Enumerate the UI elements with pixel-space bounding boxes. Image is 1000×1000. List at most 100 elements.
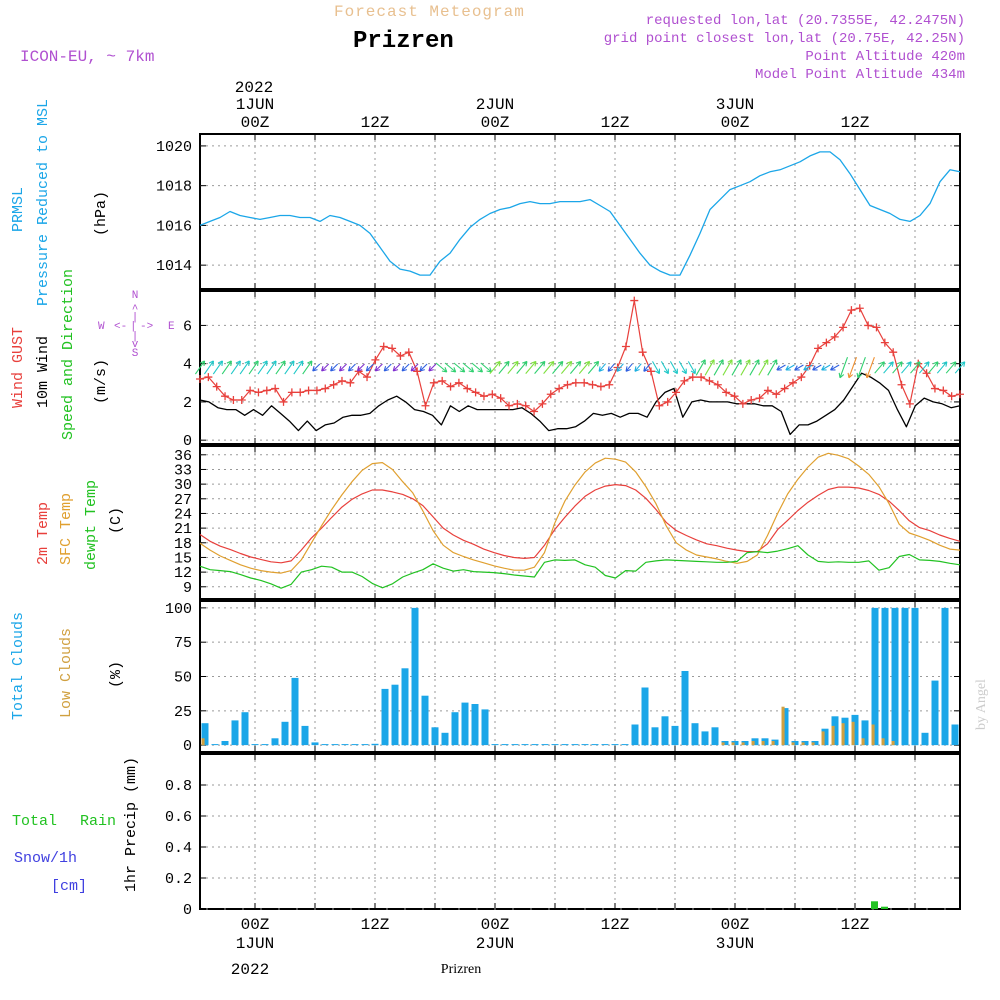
total-clouds-bar	[601, 744, 609, 746]
gust-marker	[237, 396, 246, 405]
rain-label: Rain	[80, 813, 116, 830]
wind-direction-arrow	[321, 363, 330, 372]
gust-marker	[229, 396, 238, 405]
total-clouds-bar	[511, 744, 519, 746]
wind-direction-arrow	[516, 360, 528, 374]
wind-direction-arrow	[695, 359, 706, 376]
total-clouds-bar	[371, 743, 379, 746]
wind-direction-arrow	[883, 361, 894, 374]
precip-bar	[881, 906, 888, 909]
wind-direction-arrow	[731, 359, 742, 376]
total-clouds-bar	[381, 688, 389, 746]
svg-text:<-: <-	[114, 321, 127, 333]
sfc-temp-line	[199, 452, 961, 574]
x-tick-label-top: 12Z	[841, 114, 870, 132]
wind-direction-arrow	[749, 359, 760, 376]
wind-direction-arrow	[489, 360, 501, 374]
wind-direction-arrow	[410, 363, 419, 372]
total-clouds-bar	[941, 607, 949, 746]
wind-direction-arrow	[419, 363, 428, 372]
total-clouds-bar	[291, 677, 299, 746]
x-tick-label-bottom: 12Z	[601, 916, 630, 934]
x-tick-label-bottom: 12Z	[361, 916, 390, 934]
wind-direction-arrow	[892, 361, 903, 374]
gust-marker	[672, 388, 681, 397]
total-clouds-bar	[771, 739, 779, 746]
prmsl-label: PRMSL	[10, 187, 27, 232]
gust-marker	[538, 399, 547, 408]
total-clouds-bar	[471, 704, 479, 746]
point-altitude: Point Altitude 420m	[805, 49, 965, 65]
x-tick-label-bottom: 00Z	[481, 916, 510, 934]
wind-direction-arrow	[643, 363, 651, 372]
gust-marker	[822, 338, 831, 347]
gust-marker	[496, 394, 505, 403]
low-clouds-bar	[751, 741, 755, 746]
y-tick-label: 75	[174, 635, 192, 652]
wind-direction-arrow	[587, 360, 600, 374]
wind-direction-arrow	[578, 360, 591, 374]
gust-marker	[471, 388, 480, 397]
gust-marker	[680, 376, 689, 385]
gust-marker	[780, 384, 789, 393]
y-tick-label: 0.2	[165, 871, 192, 888]
svg-text:|: |	[132, 331, 139, 343]
dewpt-line	[199, 545, 961, 589]
wind-direction-arrow	[803, 364, 813, 371]
total-clouds-bar	[251, 744, 259, 746]
gust-marker	[262, 386, 271, 395]
gust-marker	[646, 367, 655, 376]
gust-marker	[279, 397, 288, 406]
top-year: 2022	[235, 79, 273, 97]
wind-direction-arrow	[347, 363, 356, 372]
total-clouds-bar	[691, 723, 699, 746]
total-clouds-bar	[441, 732, 449, 746]
gust-marker	[396, 352, 405, 361]
total-clouds-bar	[281, 721, 289, 746]
low-clouds-bar	[771, 741, 775, 746]
pressure-label: Pressure Reduced to MSL	[35, 99, 52, 306]
svg-text:v: v	[132, 339, 139, 351]
wind-direction-arrow	[383, 363, 392, 372]
gust-marker	[337, 376, 346, 385]
direction-label: Speed and Direction	[60, 269, 77, 440]
total-clouds-bar	[591, 744, 599, 746]
gust-marker	[413, 367, 422, 376]
pressure-unit: (hPa)	[93, 191, 110, 236]
total-clouds-bar	[871, 607, 879, 746]
gust-marker	[864, 321, 873, 330]
gust-marker	[271, 384, 280, 393]
wind-direction-arrow	[865, 357, 875, 379]
low-clouds-bar	[811, 742, 815, 746]
wind-direction-arrow	[507, 360, 519, 374]
low-clouds-bar	[741, 742, 745, 746]
low-clouds-bar	[731, 742, 735, 746]
gust-marker	[505, 401, 514, 410]
wind-direction-arrow	[560, 360, 573, 374]
total-clouds-bar	[201, 723, 209, 746]
wind-direction-arrow	[607, 363, 615, 372]
gust-marker	[363, 373, 372, 382]
y-tick-label: 1016	[156, 218, 192, 235]
total-clouds-bar	[331, 744, 339, 746]
model-altitude: Model Point Altitude 434m	[755, 67, 965, 83]
wind-direction-arrow	[401, 363, 410, 372]
data-marks	[194, 151, 966, 910]
gust-marker	[956, 390, 964, 399]
total-clouds-bar	[301, 725, 309, 746]
gust-marker	[889, 348, 898, 357]
snow-label: Snow/1h	[14, 850, 77, 867]
gust-marker	[722, 388, 731, 397]
gust-marker	[930, 384, 939, 393]
gust-marker	[421, 401, 430, 410]
panel-frames	[199, 133, 961, 910]
x-tick-label-bottom: 00Z	[241, 916, 270, 934]
axis-labels: 1014101610181020024691215182124273033360…	[156, 96, 870, 953]
model-label: ICON-EU, ~ 7km	[20, 48, 154, 66]
y-tick-label: 27	[174, 492, 192, 509]
low-clouds-bar	[791, 742, 795, 746]
gust-marker	[697, 373, 706, 382]
svg-text:|: |	[130, 321, 137, 333]
gust-marker	[346, 378, 355, 387]
wind-direction-arrow	[838, 357, 849, 379]
